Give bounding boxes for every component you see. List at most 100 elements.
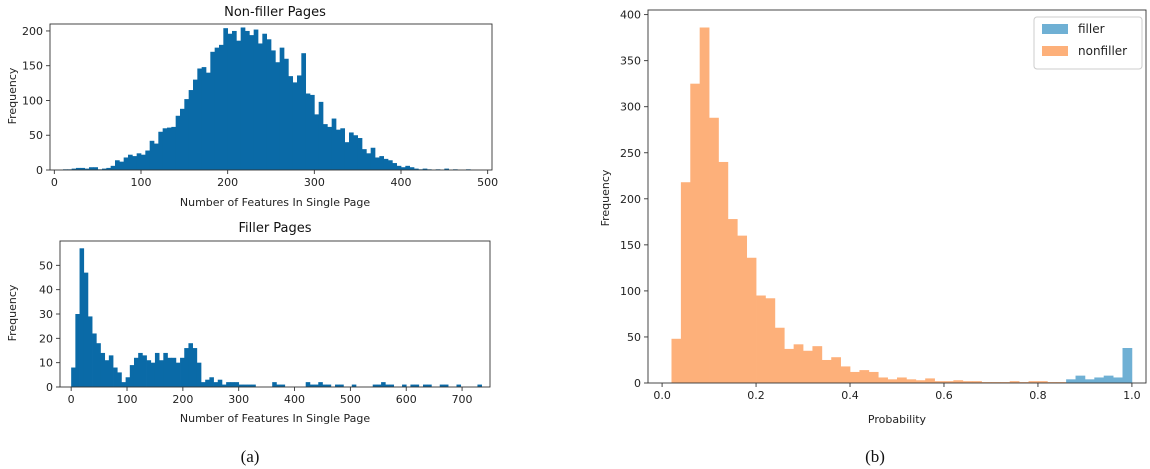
filler-hist-bar-56	[305, 382, 311, 387]
filler-hist-bar-22	[163, 352, 168, 387]
prob-hist-bar-nonfiller-3	[699, 27, 710, 383]
prob-hist-bar-filler-42	[1066, 379, 1076, 383]
filler-hist-bar-3	[83, 272, 89, 387]
nonfiller-hist-bar-59	[318, 101, 324, 170]
prob-hist-bar-nonfiller-34	[990, 382, 1001, 383]
legend-label-nonfiller: nonfiller	[1078, 44, 1127, 58]
filler-hist-bar-84	[422, 384, 428, 387]
nonfiller-hist-bar-28	[184, 99, 190, 170]
prob-hist-bar-nonfiller-31	[962, 381, 973, 383]
nonfiller-hist-bar-9	[102, 168, 107, 170]
prob-hist-bar-nonfiller-40	[1047, 382, 1058, 383]
filler-hist-bar-97	[477, 384, 482, 387]
filler-hist-bar-76	[389, 384, 395, 387]
nonfiller-hist-bar-66	[349, 132, 354, 170]
filler-hist-bar-72	[372, 384, 378, 387]
nonfiller-hist-bar-58	[314, 114, 320, 170]
prob-hist-bar-nonfiller-0	[671, 338, 682, 383]
prob-hist-bar-nonfiller-18	[840, 366, 851, 383]
prob-hist-bar-filler-46	[1103, 375, 1114, 383]
nonfiller-hist-bar-43	[249, 35, 255, 171]
filler-hist-bar-49	[276, 384, 281, 387]
filler-hist-bar-21	[159, 360, 164, 387]
nonfiller-hist-bar-48	[271, 50, 276, 170]
legend-label-filler: filler	[1078, 22, 1105, 36]
filler-hist-bar-26	[180, 357, 185, 387]
prob-hist-bar-nonfiller-4	[709, 117, 719, 383]
filler-hist-bar-5	[92, 333, 97, 387]
nonfiller-hist-bar-56	[305, 93, 311, 170]
filler-hist-bar-17	[142, 355, 147, 387]
filler-hist-bar-81	[410, 384, 415, 387]
filler-hist-bar-50	[280, 384, 286, 387]
prob-hist-bar-nonfiller-23	[887, 379, 898, 383]
prob-hist-y-tick-label-1: 50	[627, 331, 641, 344]
filler-hist-bar-89	[443, 384, 449, 387]
filler-hist-bar-16	[138, 352, 143, 387]
prob-hist-y-tick-label-3: 150	[620, 239, 641, 252]
filler-hist-bar-12	[121, 382, 126, 387]
filler-hist-bar-10	[113, 367, 118, 387]
nonfiller-hist-bar-5	[84, 168, 90, 170]
nonfiller-hist-bar-15	[128, 154, 133, 170]
nonfiller-hist-bar-40	[236, 40, 242, 170]
prob-hist-bar-nonfiller-21	[868, 371, 879, 383]
prob-hist-bar-nonfiller-1	[680, 182, 691, 383]
prob-hist-bar-nonfiller-26	[915, 380, 926, 383]
prob-hist-bar-nonfiller-7	[737, 235, 748, 383]
nonfiller-hist-bar-45	[258, 43, 263, 170]
nonfiller-hist-bar-81	[414, 168, 419, 170]
nonfiller-hist-bar-2	[71, 168, 77, 170]
nonfiller-hist-bar-30	[193, 79, 198, 170]
filler-hist-bar-42	[247, 384, 252, 387]
nonfiller-hist-bar-77	[396, 165, 402, 170]
prob-hist-bar-nonfiller-2	[690, 83, 701, 384]
prob-hist-bar-nonfiller-6	[727, 219, 738, 383]
nonfiller-hist-bar-46	[262, 33, 268, 171]
nonfiller-hist-bar-12	[115, 160, 120, 170]
filler-hist-bar-41	[242, 384, 248, 387]
legend-swatch-filler	[1042, 24, 1068, 34]
filler-hist-bar-73	[376, 384, 382, 387]
nonfiller-hist-plot-frame	[49, 23, 493, 171]
prob-hist-bar-nonfiller-9	[756, 295, 766, 383]
filler-hist-x-tick-label-6: 600	[396, 393, 417, 406]
filler-hist-bar-2	[79, 248, 85, 387]
prob-hist-bar-nonfiller-33	[981, 382, 992, 383]
prob-hist-bar-nonfiller-39	[1037, 381, 1048, 383]
filler-hist-x-tick-label-2: 200	[172, 393, 193, 406]
filler-hist-bar-82	[414, 384, 420, 387]
filler-hist-y-tick-label-3: 30	[39, 308, 53, 321]
nonfiller-hist-bar-78	[401, 167, 406, 170]
filler-hist-bar-6	[96, 343, 101, 387]
nonfiller-hist-bar-62	[331, 118, 337, 170]
nonfiller-hist-bar-10	[106, 167, 112, 170]
filler-hist-bar-23	[167, 357, 173, 387]
prob-hist-bar-nonfiller-32	[972, 381, 982, 383]
nonfiller-hist-bar-31	[197, 68, 203, 170]
filler-hist-bar-33	[209, 377, 214, 387]
prob-hist-y-tick-label-4: 200	[620, 193, 641, 206]
prob-hist-bar-filler-44	[1084, 379, 1095, 383]
nonfiller-hist-bar-49	[275, 62, 281, 170]
filler-hist-y-tick-label-1: 10	[39, 357, 53, 370]
filler-hist-bar-74	[381, 382, 386, 387]
nonfiller-hist-bar-26	[175, 115, 181, 170]
filler-hist-bar-58	[314, 384, 319, 387]
nonfiller-hist-bar-19	[145, 150, 151, 170]
filler-hist-bar-43	[251, 384, 256, 387]
nonfiller-hist-bar-29	[188, 90, 194, 170]
filler-hist-bar-88	[439, 384, 445, 387]
nonfiller-hist-bar-70	[366, 153, 372, 170]
filler-hist-bar-34	[213, 382, 219, 387]
nonfiller-hist-bar-80	[409, 167, 415, 170]
prob-hist-x-tick-label-2: 0.4	[841, 389, 859, 402]
nonfiller-hist-bar-54	[297, 75, 302, 170]
filler-hist-bar-7	[100, 352, 106, 387]
legend-swatch-nonfiller	[1042, 46, 1068, 56]
filler-hist-bar-8	[104, 360, 110, 387]
prob-hist-bar-filler-47	[1113, 377, 1123, 383]
nonfiller-hist-bar-68	[357, 138, 363, 170]
filler-hist-bar-18	[146, 360, 152, 387]
